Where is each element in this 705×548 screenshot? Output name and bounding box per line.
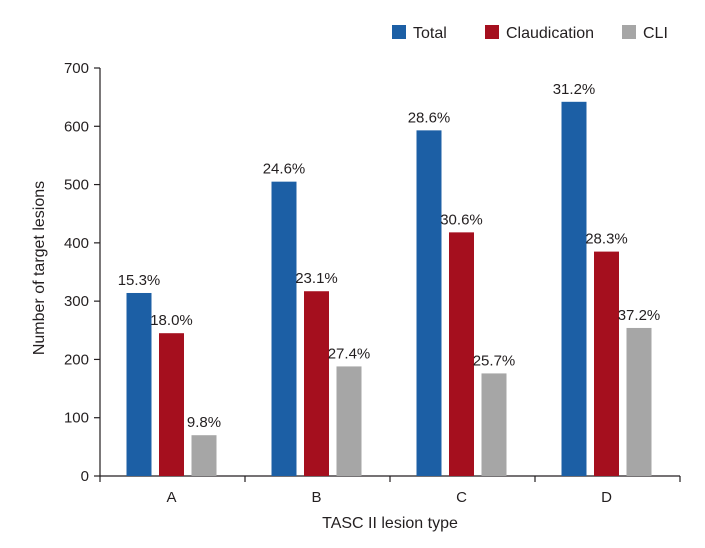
- data-label: 27.4%: [328, 345, 371, 362]
- data-label: 31.2%: [553, 81, 596, 98]
- x-tick-label: C: [456, 489, 467, 506]
- legend-label-claudication: Claudication: [506, 25, 594, 42]
- bar-total-d: [561, 101, 587, 476]
- bar-total-a: [126, 292, 152, 476]
- x-axis-title: TASC II lesion type: [322, 515, 458, 532]
- data-label: 37.2%: [618, 307, 661, 324]
- bar-total-c: [416, 130, 442, 476]
- legend: Total Claudication CLI: [392, 25, 668, 42]
- legend-swatch-total: [392, 25, 406, 39]
- x-tick-label: A: [166, 489, 176, 506]
- legend-label-cli: CLI: [643, 25, 668, 42]
- data-label: 24.6%: [263, 161, 306, 178]
- data-label: 28.3%: [585, 231, 628, 248]
- y-axis-title: Number of target lesions: [31, 181, 48, 355]
- y-axis: 0 100 200 300 400 500 600 700: [64, 60, 101, 485]
- data-label: 25.7%: [473, 352, 516, 369]
- data-label: 28.6%: [408, 109, 451, 126]
- bars: [126, 101, 652, 476]
- x-tick-label: B: [311, 489, 321, 506]
- x-tick-label: D: [601, 489, 612, 506]
- data-label: 23.1%: [295, 270, 338, 287]
- data-label: 18.0%: [150, 312, 193, 329]
- x-axis: A B C D: [99, 475, 681, 506]
- data-label: 15.3%: [118, 272, 161, 289]
- bar-claudication-d: [594, 251, 619, 476]
- y-tick-label: 200: [64, 351, 89, 368]
- y-tick-label: 300: [64, 293, 89, 310]
- bar-cli-a: [191, 435, 217, 476]
- y-tick-label: 0: [81, 468, 89, 485]
- y-tick-label: 600: [64, 118, 89, 135]
- data-label: 9.8%: [187, 414, 221, 431]
- data-labels: 15.3% 24.6% 28.6% 31.2% 18.0% 23.1% 30.6% 28.3%…: [118, 81, 661, 431]
- data-label: 30.6%: [440, 211, 483, 228]
- y-tick-label: 700: [64, 60, 89, 77]
- y-tick-label: 500: [64, 177, 89, 194]
- y-tick-label: 400: [64, 235, 89, 252]
- legend-swatch-cli: [622, 25, 636, 39]
- bar-claudication-a: [159, 333, 184, 476]
- bar-total-b: [271, 181, 297, 476]
- bar-cli-b: [336, 366, 362, 476]
- bar-cli-c: [481, 373, 507, 476]
- y-tick-label: 100: [64, 410, 89, 427]
- legend-label-total: Total: [413, 25, 447, 42]
- legend-swatch-claudication: [485, 25, 499, 39]
- bar-claudication-c: [449, 232, 474, 476]
- bar-claudication-b: [304, 291, 329, 476]
- bar-cli-d: [626, 327, 652, 476]
